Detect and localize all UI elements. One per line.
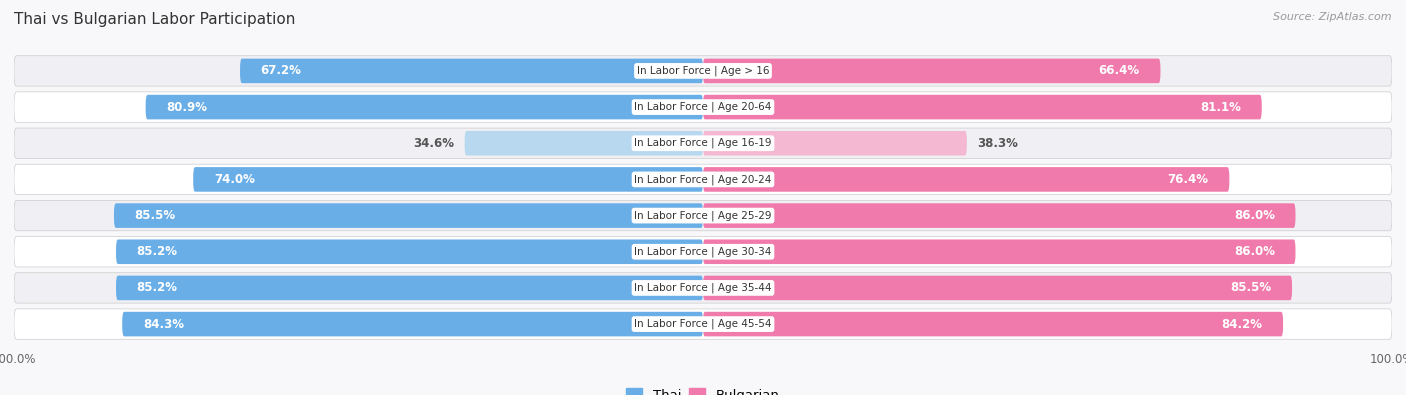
FancyBboxPatch shape <box>14 200 1392 231</box>
FancyBboxPatch shape <box>703 167 1229 192</box>
FancyBboxPatch shape <box>14 164 1392 195</box>
FancyBboxPatch shape <box>14 56 1392 86</box>
FancyBboxPatch shape <box>114 203 703 228</box>
Text: 76.4%: 76.4% <box>1167 173 1209 186</box>
FancyBboxPatch shape <box>146 95 703 119</box>
Text: In Labor Force | Age 25-29: In Labor Force | Age 25-29 <box>634 210 772 221</box>
FancyBboxPatch shape <box>14 273 1392 303</box>
Text: In Labor Force | Age 20-24: In Labor Force | Age 20-24 <box>634 174 772 185</box>
FancyBboxPatch shape <box>193 167 703 192</box>
Text: 84.3%: 84.3% <box>143 318 184 331</box>
Text: 84.2%: 84.2% <box>1222 318 1263 331</box>
Text: 74.0%: 74.0% <box>214 173 254 186</box>
Text: 85.2%: 85.2% <box>136 281 177 294</box>
FancyBboxPatch shape <box>703 312 1284 337</box>
FancyBboxPatch shape <box>117 239 703 264</box>
FancyBboxPatch shape <box>117 276 703 300</box>
Text: In Labor Force | Age 30-34: In Labor Force | Age 30-34 <box>634 246 772 257</box>
Text: In Labor Force | Age > 16: In Labor Force | Age > 16 <box>637 66 769 76</box>
Text: 38.3%: 38.3% <box>977 137 1018 150</box>
FancyBboxPatch shape <box>703 131 967 156</box>
FancyBboxPatch shape <box>703 276 1292 300</box>
Text: 86.0%: 86.0% <box>1234 245 1275 258</box>
FancyBboxPatch shape <box>14 237 1392 267</box>
Text: 67.2%: 67.2% <box>260 64 301 77</box>
FancyBboxPatch shape <box>240 58 703 83</box>
Text: Source: ZipAtlas.com: Source: ZipAtlas.com <box>1274 12 1392 22</box>
Text: 85.2%: 85.2% <box>136 245 177 258</box>
Text: Thai vs Bulgarian Labor Participation: Thai vs Bulgarian Labor Participation <box>14 12 295 27</box>
Legend: Thai, Bulgarian: Thai, Bulgarian <box>621 383 785 395</box>
Text: 80.9%: 80.9% <box>166 101 207 114</box>
Text: In Labor Force | Age 16-19: In Labor Force | Age 16-19 <box>634 138 772 149</box>
FancyBboxPatch shape <box>14 92 1392 122</box>
FancyBboxPatch shape <box>122 312 703 337</box>
Text: In Labor Force | Age 35-44: In Labor Force | Age 35-44 <box>634 283 772 293</box>
Text: In Labor Force | Age 20-64: In Labor Force | Age 20-64 <box>634 102 772 112</box>
Text: 85.5%: 85.5% <box>1230 281 1271 294</box>
FancyBboxPatch shape <box>14 309 1392 339</box>
FancyBboxPatch shape <box>464 131 703 156</box>
FancyBboxPatch shape <box>703 95 1261 119</box>
FancyBboxPatch shape <box>14 128 1392 158</box>
Text: 66.4%: 66.4% <box>1098 64 1140 77</box>
Text: 34.6%: 34.6% <box>413 137 454 150</box>
Text: 81.1%: 81.1% <box>1201 101 1241 114</box>
Text: 85.5%: 85.5% <box>135 209 176 222</box>
FancyBboxPatch shape <box>703 58 1160 83</box>
Text: 86.0%: 86.0% <box>1234 209 1275 222</box>
FancyBboxPatch shape <box>703 203 1295 228</box>
Text: In Labor Force | Age 45-54: In Labor Force | Age 45-54 <box>634 319 772 329</box>
FancyBboxPatch shape <box>703 239 1295 264</box>
